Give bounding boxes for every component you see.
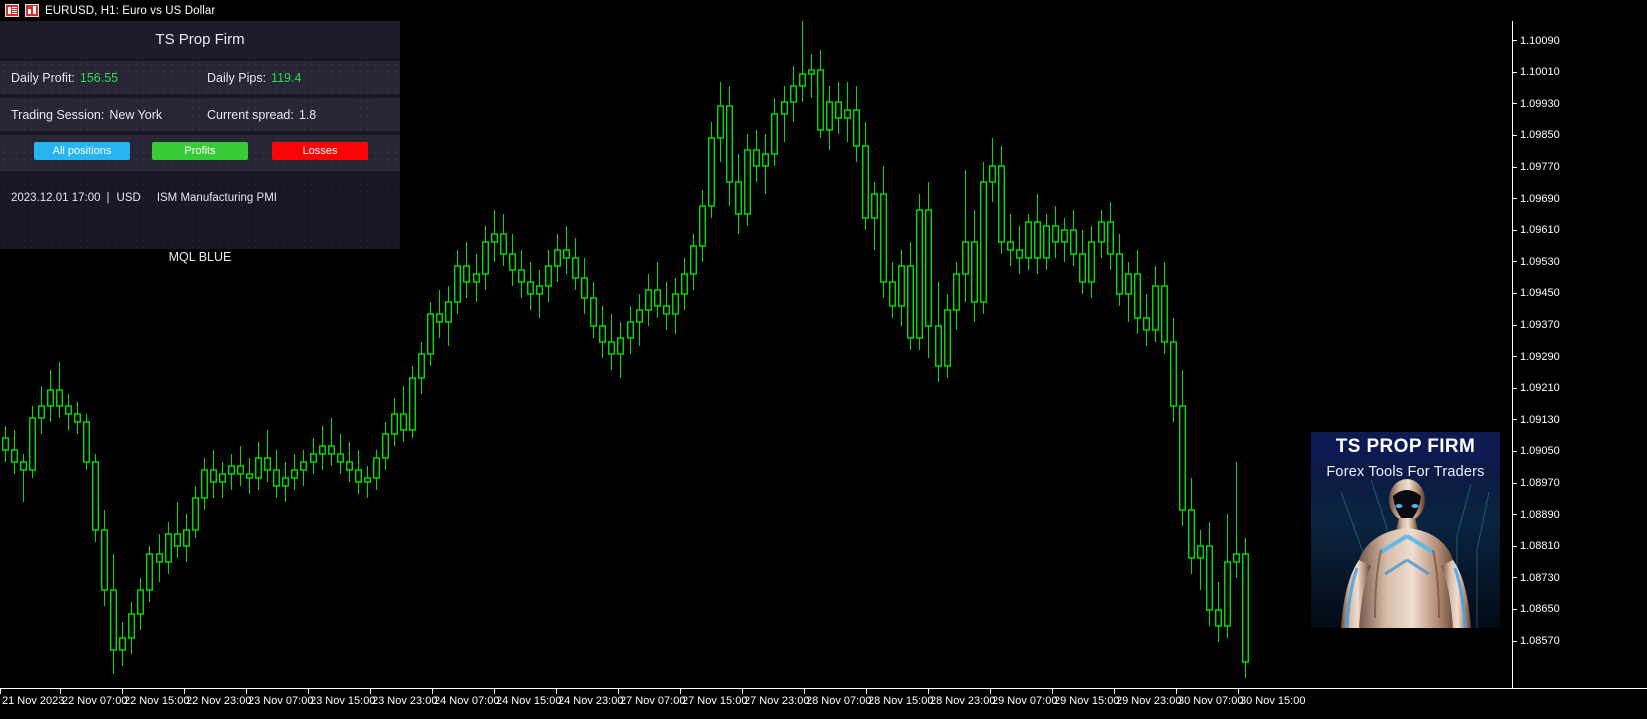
price-tick: 1.09450 [1513, 287, 1560, 299]
price-axis[interactable]: 1.101701.100901.100101.099301.098501.097… [1512, 0, 1647, 688]
current-spread-label: Current spread: [207, 107, 294, 122]
logo-artwork [1340, 479, 1490, 628]
panel-buttons-row: All positions Profits Losses [0, 135, 400, 171]
all-positions-button[interactable]: All positions [34, 142, 130, 160]
logo-band [1311, 432, 1500, 462]
daily-pips-label: Daily Pips: [207, 70, 267, 85]
losses-button[interactable]: Losses [272, 142, 368, 160]
price-tick: 1.08730 [1513, 572, 1560, 584]
symbol-title: EURUSD, H1: Euro vs US Dollar [45, 4, 216, 17]
price-tick: 1.09930 [1513, 98, 1560, 110]
daily-profit-value: 156.55 [79, 70, 119, 85]
price-tick: 1.09770 [1513, 161, 1560, 173]
price-tick: 1.09690 [1513, 193, 1560, 205]
profits-button[interactable]: Profits [152, 142, 248, 160]
price-tick: 1.10090 [1513, 35, 1560, 47]
daily-pips-value: 119.4 [271, 70, 302, 85]
time-axis[interactable]: 21 Nov 2023 22 Nov 07:00 22 Nov 15:00 22 No… [0, 688, 1647, 719]
window-titlebar: EURUSD, H1: Euro vs US Dollar [0, 0, 1647, 21]
price-tick: 1.09850 [1513, 129, 1560, 141]
price-tick: 1.08810 [1513, 540, 1560, 552]
price-tick: 1.08970 [1513, 477, 1560, 489]
daily-pips-cell: Daily Pips: 119.4 [207, 61, 301, 94]
current-spread-cell: Current spread: 1.8 [207, 98, 316, 131]
price-tick: 1.09210 [1513, 382, 1560, 394]
price-tick: 1.08890 [1513, 509, 1560, 521]
daily-profit-label: Daily Profit: [11, 70, 75, 85]
news-currency: USD [116, 192, 141, 204]
trading-session-cell: Trading Session: New York [11, 98, 162, 131]
panel-session-row: Trading Session: New York Current spread… [0, 98, 400, 131]
price-tick: 1.09610 [1513, 224, 1560, 236]
list-icon[interactable] [5, 4, 19, 17]
price-tick: 1.09050 [1513, 445, 1560, 457]
price-tick: 1.09130 [1513, 414, 1560, 426]
panel-news-row: 2023.12.01 17:00 | USD ISM Manufacturing… [0, 174, 400, 264]
trading-session-label: Trading Session: [11, 107, 105, 122]
daily-profit-cell: Daily Profit: 156.55 [11, 61, 118, 94]
panel-stats-row: Daily Profit: 156.55 Daily Pips: 119.4 [0, 61, 400, 94]
price-tick: 1.08650 [1513, 603, 1560, 615]
candlestick-series [2, 14, 1249, 678]
panel-footer: MQL BLUE [168, 250, 232, 264]
news-title: ISM Manufacturing PMI [156, 192, 277, 204]
chart-icon[interactable] [25, 4, 39, 17]
price-tick: 1.09370 [1513, 319, 1560, 331]
trading-session-value: New York [109, 107, 163, 122]
price-tick: 1.10010 [1513, 66, 1560, 78]
logo-title: TS PROP FIRM [1335, 436, 1476, 457]
current-spread-value: 1.8 [298, 107, 317, 122]
brand-logo[interactable]: TS PROP FIRM Forex Tools For Traders [1311, 432, 1500, 628]
news-separator: | [106, 192, 110, 204]
panel-title: TS Prop Firm [155, 31, 245, 48]
news-datetime: 2023.12.01 17:00 [11, 192, 101, 204]
price-tick: 1.09530 [1513, 256, 1560, 268]
price-tick: 1.08570 [1513, 635, 1560, 647]
price-tick: 1.09290 [1513, 351, 1560, 363]
ts-prop-firm-panel: TS Prop Firm Daily Profit: 156.55 Daily … [0, 21, 400, 264]
news-line: 2023.12.01 17:00 | USD ISM Manufacturing… [11, 192, 277, 204]
panel-title-row: TS Prop Firm [0, 21, 400, 58]
logo-subtitle: Forex Tools For Traders [1326, 464, 1485, 480]
